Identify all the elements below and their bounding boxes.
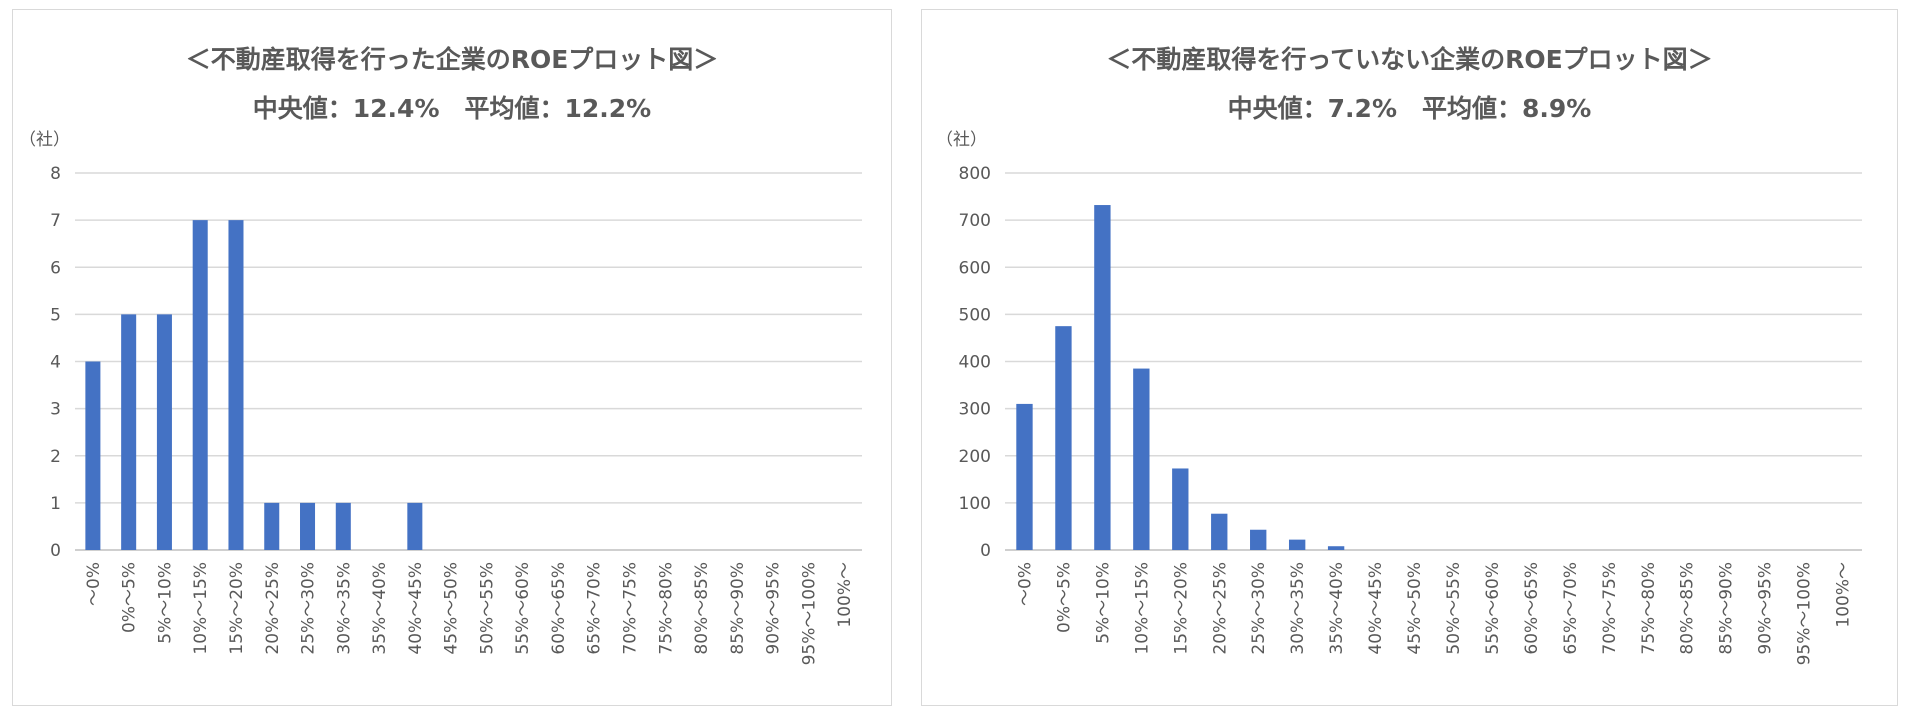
bar (1327, 546, 1345, 550)
y-tick-label: 0 (50, 541, 61, 561)
y-tick-label: 800 (959, 164, 991, 184)
x-tick-label: 15%～20% (227, 562, 247, 655)
x-tick-label: 60%～65% (1522, 562, 1542, 655)
x-tick-label: 5%～10% (1093, 562, 1113, 644)
x-tick-label: 50%～55% (1444, 562, 1464, 655)
y-tick-label: 8 (50, 164, 61, 184)
y-tick-label: 100 (959, 494, 991, 514)
bar (264, 502, 280, 550)
bar-chart-right: 0 100 200 300 400 500 600 700 800 ～0% 0%～5% 5%～10% 1… (959, 164, 1862, 665)
chart-subtitle: 中央値：7.2% 平均値：8.9% (1227, 94, 1592, 123)
x-tick-label: 50%～55% (477, 562, 497, 655)
y-tick-label: 2 (50, 447, 61, 467)
x-tick-label: 40%～45% (1366, 562, 1386, 655)
bar (1133, 368, 1150, 550)
chart-title: ＜不動産取得を行った企業のROEプロット図＞ (185, 45, 719, 74)
x-tick-label: 75%～80% (1639, 562, 1659, 655)
x-tick-label: 90%～95% (1756, 562, 1776, 655)
x-tick-label: 0%～5% (1054, 562, 1074, 633)
x-tick-label: 55%～60% (1483, 562, 1503, 655)
bar (1172, 468, 1189, 550)
x-tick-label: 70%～75% (620, 562, 640, 655)
y-tick-label: 1 (50, 494, 61, 514)
x-tick-label: 70%～75% (1600, 562, 1620, 655)
y-tick-label: 6 (50, 258, 61, 278)
bar (1211, 513, 1228, 550)
bar (1094, 205, 1111, 551)
x-tick-label: 80%～85% (692, 562, 712, 655)
bar (121, 314, 137, 550)
bar (228, 220, 244, 550)
x-tick-label: 15%～20% (1171, 562, 1191, 655)
y-axis-unit-label: （社） (936, 130, 987, 150)
x-tick-label: 25%～30% (299, 562, 319, 655)
bar (192, 220, 208, 550)
y-tick-label: 0 (980, 541, 991, 561)
x-tick-label: 10%～15% (1132, 562, 1152, 655)
y-tick-label: 4 (50, 353, 61, 373)
x-tick-label: 55%～60% (513, 562, 533, 655)
x-tick-label: 65%～70% (585, 562, 605, 655)
x-tick-label: 95%～100% (799, 562, 819, 665)
x-tick-label: 0%～5% (120, 562, 140, 633)
chart-panel-left: ＜不動産取得を行った企業のROEプロット図＞ 中央値：12.4% 平均値：12.… (12, 9, 892, 706)
x-tick-label: 85%～90% (1717, 562, 1737, 655)
bar (85, 361, 101, 550)
x-tick-label: 60%～65% (549, 562, 569, 655)
x-tick-label: 100%～ (835, 562, 855, 628)
x-tick-label: 45%～50% (442, 562, 462, 655)
x-tick-label: 80%～85% (1678, 562, 1698, 655)
bar (300, 502, 316, 550)
x-tick-label: ～0% (84, 562, 104, 606)
y-tick-label: 200 (959, 447, 991, 467)
x-tick-label: 65%～70% (1561, 562, 1581, 655)
y-tick-label: 3 (50, 400, 61, 420)
bar (1288, 539, 1306, 550)
y-tick-label: 300 (959, 400, 991, 420)
x-tick-label: 90%～95% (764, 562, 784, 655)
chart-panel-right: ＜不動産取得を行っていない企業のROEプロット図＞ 中央値：7.2% 平均値：8… (921, 9, 1898, 706)
x-tick-label: 30%～35% (1288, 562, 1308, 655)
x-tick-label: 5%～10% (155, 562, 175, 644)
y-tick-label: 400 (959, 353, 991, 373)
x-tick-label: 35%～40% (370, 562, 390, 655)
y-tick-label: 600 (959, 258, 991, 278)
y-tick-label: 7 (50, 211, 61, 231)
bar (1250, 529, 1267, 550)
x-tick-label: 85%～90% (728, 562, 748, 655)
x-tick-label: 40%～45% (406, 562, 426, 655)
bar-chart-left: 0 1 2 3 4 5 6 7 8 ～0% 0%～5% 5%～10% 10%～15% 15%～20% 20%… (50, 164, 862, 665)
x-tick-label: 10%～15% (191, 562, 211, 655)
bar (156, 314, 172, 550)
x-tick-label: 20%～25% (1210, 562, 1230, 655)
x-tick-label: 45%～50% (1405, 562, 1425, 655)
x-tick-label: 35%～40% (1327, 562, 1347, 655)
y-tick-label: 500 (959, 305, 991, 325)
bar (1055, 326, 1072, 550)
x-tick-label: 30%～35% (334, 562, 354, 655)
x-tick-label: 75%～80% (656, 562, 676, 655)
x-tick-label: 20%～25% (263, 562, 283, 655)
x-tick-label: ～0% (1015, 562, 1035, 606)
x-tick-label: 25%～30% (1249, 562, 1269, 655)
y-axis-unit-label: （社） (19, 130, 70, 150)
bar (335, 502, 351, 550)
x-tick-label: 95%～100% (1795, 562, 1815, 665)
y-tick-label: 5 (50, 305, 61, 325)
chart-subtitle: 中央値：12.4% 平均値：12.2% (252, 94, 652, 123)
chart-title: ＜不動産取得を行っていない企業のROEプロット図＞ (1106, 45, 1713, 74)
y-tick-label: 700 (959, 211, 991, 231)
bar (407, 502, 423, 550)
x-tick-label: 100%～ (1834, 562, 1854, 628)
bar (1016, 403, 1033, 550)
